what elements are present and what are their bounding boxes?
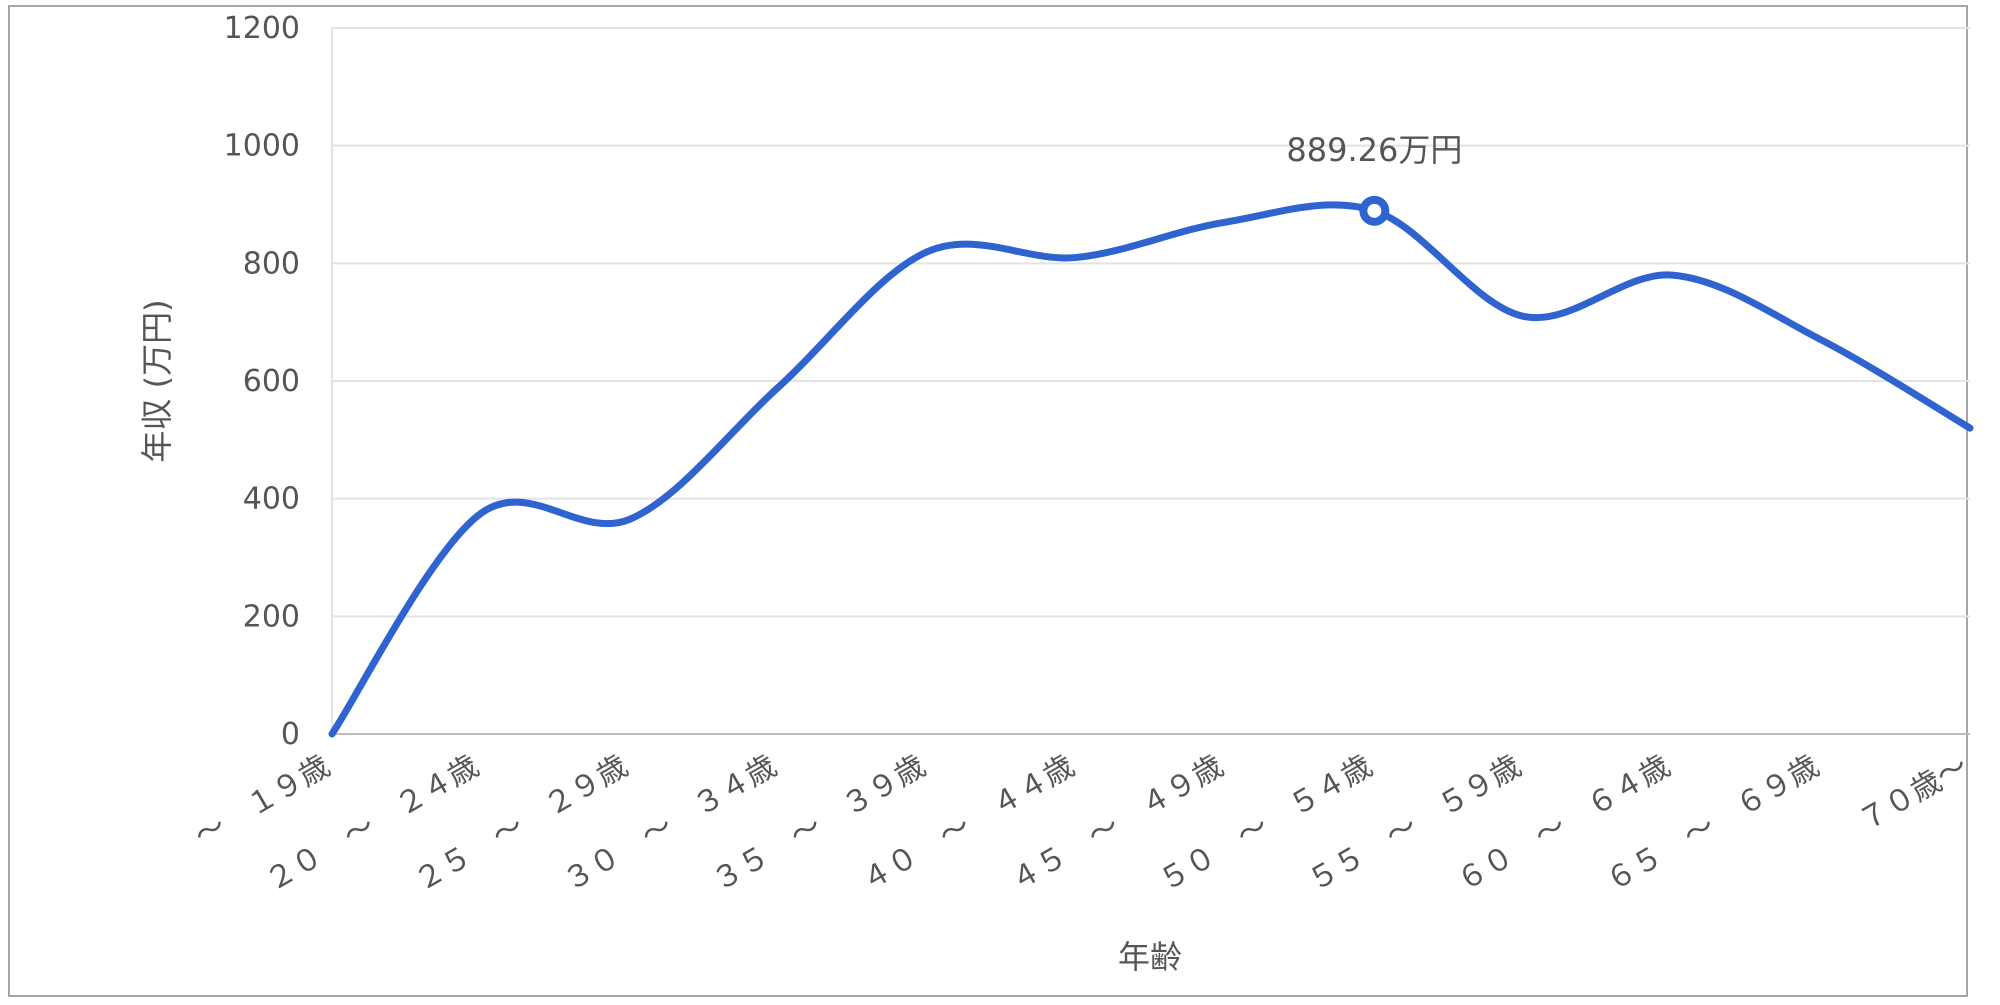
gridlines bbox=[332, 27, 1970, 618]
peak-annotation: 889.26万円 bbox=[1286, 131, 1462, 226]
peak-value-label: 889.26万円 bbox=[1286, 131, 1462, 169]
y-tick-label: 200 bbox=[243, 599, 300, 634]
y-tick-label: 0 bbox=[281, 717, 300, 752]
peak-marker-center bbox=[1367, 203, 1382, 218]
y-tick-label: 1200 bbox=[224, 11, 300, 46]
series-line bbox=[328, 201, 1974, 738]
y-axis-title: 年収 (万円) bbox=[138, 299, 176, 462]
x-tick-label: ７０歳～ bbox=[1853, 749, 1974, 839]
y-axis-ticks: 0 200 400 600 800 1000 1200 bbox=[224, 11, 300, 752]
x-axis-title: 年齢 bbox=[1118, 938, 1182, 976]
y-tick-label: 400 bbox=[243, 482, 300, 517]
y-tick-label: 1000 bbox=[224, 129, 300, 164]
y-tick-label: 800 bbox=[243, 246, 300, 281]
y-tick-label: 600 bbox=[243, 364, 300, 399]
chart-frame bbox=[8, 5, 1968, 997]
